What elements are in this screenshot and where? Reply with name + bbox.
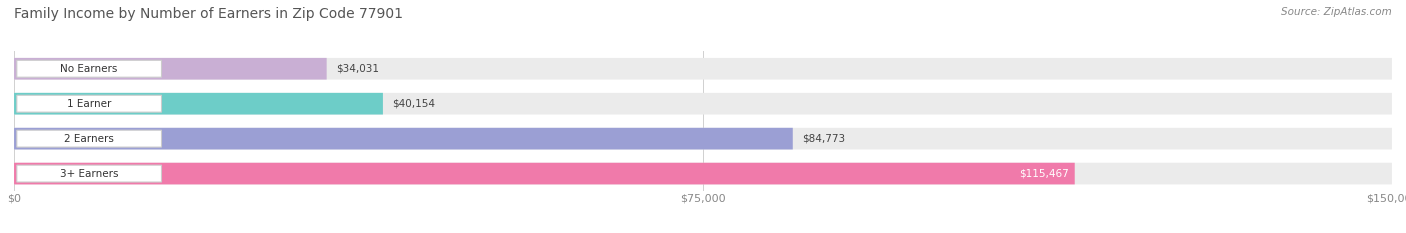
- Text: 3+ Earners: 3+ Earners: [60, 169, 118, 178]
- Text: $115,467: $115,467: [1019, 169, 1069, 178]
- FancyBboxPatch shape: [14, 128, 793, 150]
- FancyBboxPatch shape: [17, 95, 162, 112]
- FancyBboxPatch shape: [14, 93, 1392, 115]
- FancyBboxPatch shape: [14, 163, 1074, 185]
- Text: Source: ZipAtlas.com: Source: ZipAtlas.com: [1281, 7, 1392, 17]
- Text: 2 Earners: 2 Earners: [65, 134, 114, 144]
- FancyBboxPatch shape: [14, 93, 382, 115]
- FancyBboxPatch shape: [17, 60, 162, 77]
- FancyBboxPatch shape: [14, 128, 1392, 150]
- FancyBboxPatch shape: [17, 165, 162, 182]
- FancyBboxPatch shape: [14, 58, 1392, 80]
- Text: $34,031: $34,031: [336, 64, 380, 74]
- FancyBboxPatch shape: [17, 130, 162, 147]
- Text: Family Income by Number of Earners in Zip Code 77901: Family Income by Number of Earners in Zi…: [14, 7, 404, 21]
- Text: No Earners: No Earners: [60, 64, 118, 74]
- Text: 1 Earner: 1 Earner: [67, 99, 111, 109]
- FancyBboxPatch shape: [14, 58, 326, 80]
- FancyBboxPatch shape: [14, 163, 1392, 185]
- Text: $40,154: $40,154: [392, 99, 436, 109]
- Text: $84,773: $84,773: [803, 134, 845, 144]
